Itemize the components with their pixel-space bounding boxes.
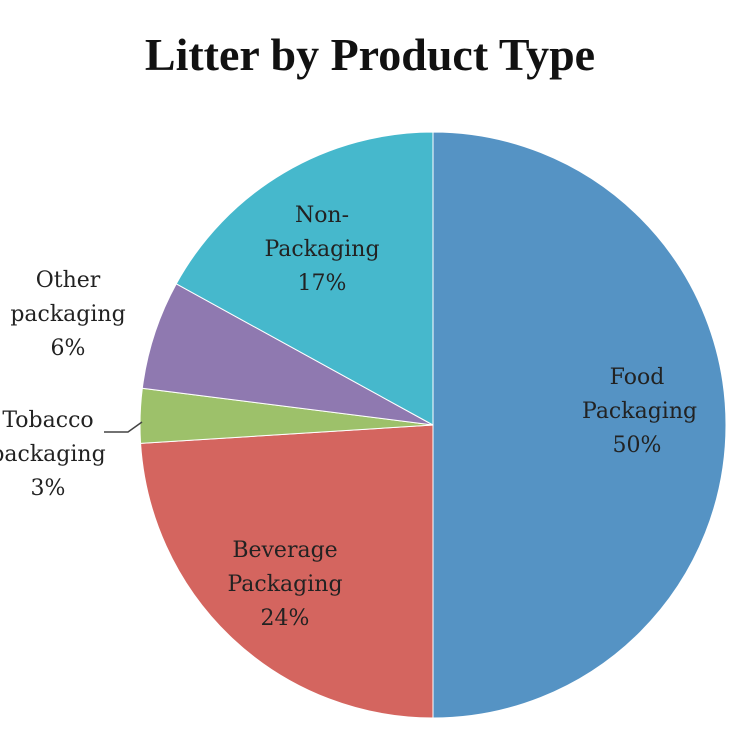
category-label: Tobacco packaging: [0, 408, 106, 467]
pie-slice: [432, 131, 727, 719]
category-label: Beverage Packaging: [227, 538, 343, 597]
leader-line: [104, 421, 143, 433]
value-label: 50%: [612, 433, 662, 458]
slice-label: Food Packaging 50%: [582, 361, 698, 463]
value-label: 17%: [297, 271, 347, 296]
pie-slice: [140, 424, 434, 719]
slice-label: Other packaging 6%: [0, 264, 143, 366]
category-label: Food Packaging: [582, 365, 698, 424]
slice-label: Beverage Packaging 24%: [210, 534, 360, 636]
pie-slice: [175, 131, 434, 426]
value-label: 24%: [260, 606, 310, 631]
value-label: 3%: [30, 476, 66, 501]
category-label: Other packaging: [10, 268, 126, 327]
chart-title: Litter by Product Type: [144, 29, 596, 80]
slice-label: Non-Packaging 17%: [257, 199, 387, 301]
category-label: Non-Packaging: [264, 203, 380, 262]
slice-label: Tobacco packaging 3%: [0, 404, 123, 506]
value-label: 6%: [50, 336, 86, 361]
